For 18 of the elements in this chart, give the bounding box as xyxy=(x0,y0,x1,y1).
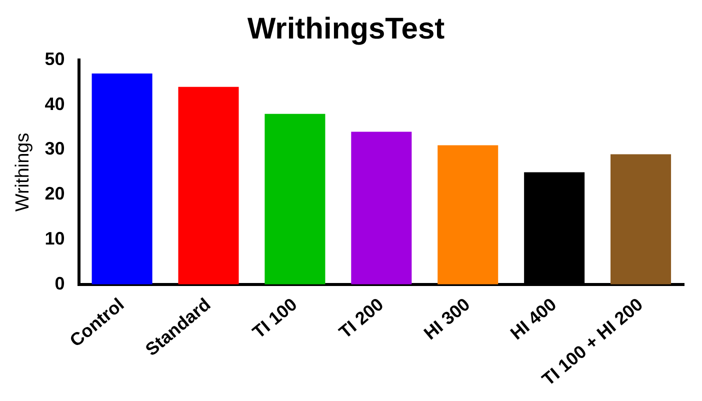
bar xyxy=(351,132,412,284)
bar xyxy=(178,86,239,284)
x-tick-label: HI 300 xyxy=(420,294,474,344)
bar xyxy=(610,154,672,284)
x-tick-label: TI 200 xyxy=(335,294,388,342)
x-tick-label: TI 100 xyxy=(248,294,301,342)
y-tick-label: 20 xyxy=(44,184,65,204)
y-axis-title: Writhings xyxy=(12,132,34,212)
y-tick-label: 30 xyxy=(44,138,65,159)
bar xyxy=(264,114,326,284)
y-tick-label: 0 xyxy=(54,273,65,294)
chart-title: WrithingsTest xyxy=(247,12,445,46)
y-tick-label: 10 xyxy=(44,228,65,248)
bar xyxy=(438,145,498,284)
bar xyxy=(92,73,152,284)
x-tick-label: HI 400 xyxy=(506,294,560,344)
y-tick-label: 50 xyxy=(44,48,65,69)
y-tick-label: 40 xyxy=(44,94,65,114)
